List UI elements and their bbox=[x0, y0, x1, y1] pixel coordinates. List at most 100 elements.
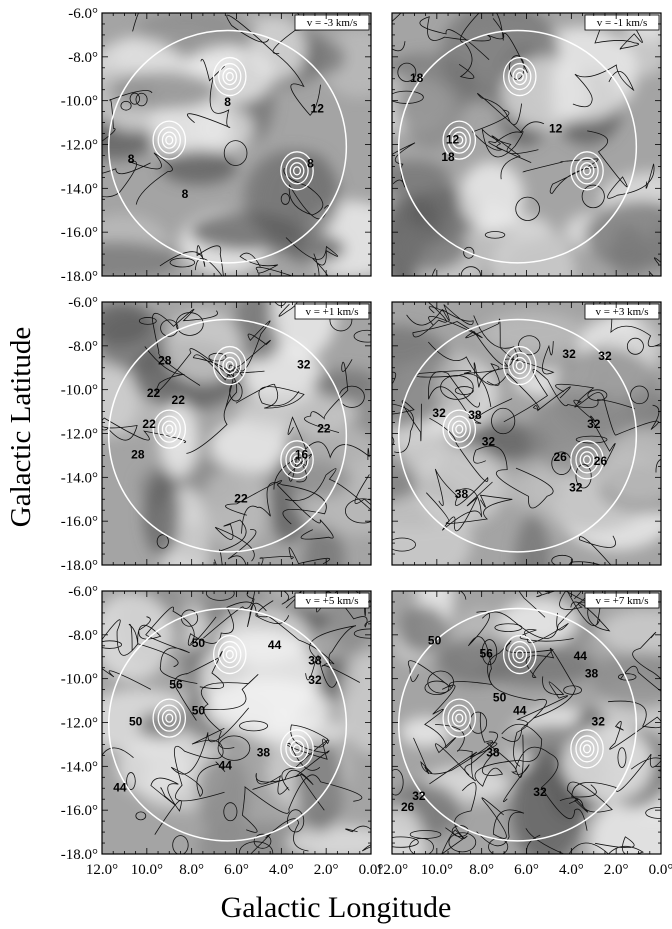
contour-loop bbox=[238, 841, 274, 854]
intensity-blob bbox=[296, 731, 344, 834]
x-tick-label: 10.0° bbox=[131, 862, 163, 878]
contour-line bbox=[392, 142, 416, 188]
contour-loop bbox=[581, 184, 605, 209]
source-ring bbox=[280, 151, 314, 191]
source-ring bbox=[165, 713, 174, 723]
contour-label: 38 bbox=[308, 653, 322, 667]
contour-loop bbox=[409, 838, 434, 854]
source-ring bbox=[575, 446, 599, 474]
contour-loop bbox=[392, 836, 419, 848]
contour-label: 22 bbox=[234, 491, 248, 505]
contour-loop bbox=[229, 381, 243, 402]
intensity-blob bbox=[392, 160, 450, 197]
intensity-blob bbox=[514, 515, 551, 565]
contour-line bbox=[287, 416, 370, 461]
source-ring bbox=[442, 698, 477, 738]
y-tick-label: -6.0° bbox=[68, 584, 98, 600]
contour-line bbox=[474, 724, 543, 787]
contour-line bbox=[481, 121, 545, 158]
source-ring bbox=[502, 634, 537, 675]
contour-line bbox=[413, 712, 493, 775]
source-ring bbox=[508, 351, 532, 380]
contour-label: 32 bbox=[533, 785, 547, 799]
contour-line bbox=[408, 640, 512, 688]
contour-loop bbox=[617, 747, 627, 768]
source-ring bbox=[225, 649, 234, 660]
contour-line bbox=[305, 625, 357, 688]
contour-loop bbox=[135, 811, 147, 821]
contour-loop bbox=[440, 375, 474, 400]
source-ring bbox=[447, 415, 471, 443]
y-tick-label: -10.0° bbox=[61, 672, 98, 688]
contour-line bbox=[159, 245, 224, 276]
contour-line bbox=[599, 302, 661, 348]
intensity-blob bbox=[200, 628, 319, 728]
contour-loop bbox=[344, 498, 371, 524]
intensity-blob bbox=[102, 302, 153, 346]
intensity-blob bbox=[102, 592, 173, 681]
contour-lines bbox=[392, 13, 661, 276]
panel-2: 18 12 12 18 bbox=[392, 13, 661, 276]
contour-line bbox=[503, 369, 635, 423]
contour-loop bbox=[491, 407, 516, 435]
contour-line bbox=[555, 383, 616, 467]
contour-loop bbox=[223, 140, 248, 166]
intensity-blob bbox=[392, 806, 427, 854]
contour-label: 32 bbox=[598, 349, 612, 363]
velocity-label-text: v = -1 km/s bbox=[597, 17, 648, 29]
intensity-blob bbox=[305, 40, 346, 75]
contour-label: 38 bbox=[585, 666, 599, 680]
source-contour bbox=[212, 56, 247, 97]
y-tick-label: -12.0° bbox=[61, 716, 98, 732]
contour-line bbox=[571, 753, 661, 798]
velocity-label: v = +7 km/s bbox=[584, 592, 660, 609]
source-ring bbox=[512, 645, 528, 664]
contour-line bbox=[145, 606, 198, 684]
contour-line bbox=[465, 315, 519, 367]
contour-line bbox=[574, 392, 660, 436]
contour-line bbox=[102, 152, 173, 205]
contour-loop bbox=[126, 772, 136, 790]
contour-label: 8 bbox=[128, 152, 135, 166]
velocity-label-box bbox=[294, 592, 370, 609]
source-contour bbox=[152, 409, 187, 449]
y-tick-label: -8.0° bbox=[68, 339, 98, 355]
contour-line bbox=[471, 109, 521, 180]
contour-loop bbox=[563, 685, 582, 695]
contour-loop bbox=[392, 90, 424, 104]
contour-line bbox=[416, 363, 500, 408]
source-ring bbox=[508, 640, 532, 669]
source-ring bbox=[451, 131, 467, 149]
contour-loop bbox=[205, 591, 235, 601]
source-ring bbox=[502, 56, 537, 97]
x-tick-label: 4.0° bbox=[269, 862, 294, 878]
source-ring bbox=[447, 126, 471, 154]
contour-line bbox=[429, 742, 530, 803]
contour-label: 50 bbox=[192, 636, 206, 650]
source-ring bbox=[447, 704, 471, 732]
velocity-label-text: v = +1 km/s bbox=[305, 306, 358, 318]
contour-loop bbox=[575, 435, 608, 444]
contour-loop bbox=[630, 385, 649, 405]
intensity-blob bbox=[236, 390, 358, 435]
contour-line bbox=[572, 64, 635, 108]
intensity-blob bbox=[598, 430, 661, 504]
intensity-blob bbox=[102, 241, 179, 276]
source-ring bbox=[442, 120, 477, 160]
panel-ticks bbox=[101, 590, 372, 855]
x-tick-label: 2.0° bbox=[314, 862, 339, 878]
contour-label: 44 bbox=[574, 649, 588, 663]
source-ring bbox=[289, 740, 305, 758]
contour-line bbox=[427, 341, 571, 412]
contour-loop bbox=[175, 312, 204, 336]
source-ring bbox=[218, 351, 242, 380]
contour-line bbox=[173, 728, 225, 802]
velocity-label: v = +3 km/s bbox=[584, 303, 660, 320]
source-ring bbox=[212, 56, 247, 97]
contour-line bbox=[285, 468, 371, 511]
contour-line bbox=[412, 302, 483, 339]
source-contour bbox=[280, 729, 314, 769]
contour-line bbox=[241, 482, 327, 534]
contour-loop bbox=[353, 329, 371, 343]
intensity-blob bbox=[394, 224, 469, 271]
